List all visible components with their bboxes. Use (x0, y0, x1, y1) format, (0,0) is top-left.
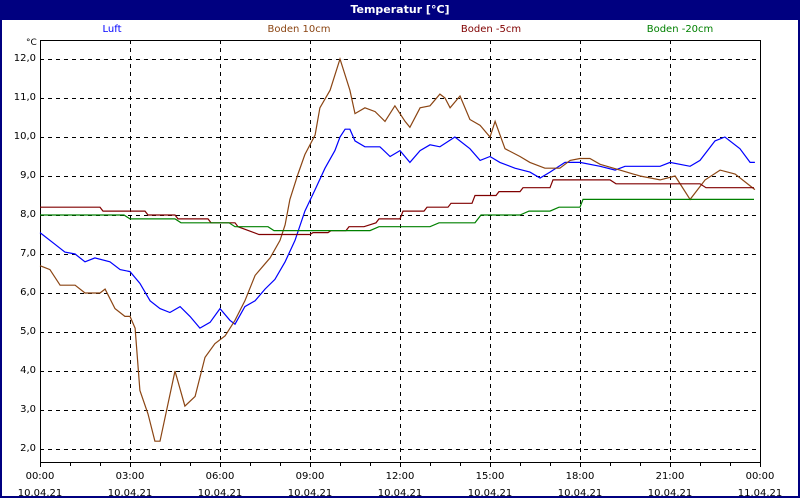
chart-title: Temperatur [°C] (0, 0, 800, 20)
legend-boden-5cm: Boden -5cm (460, 24, 522, 35)
y-tick-label: 7,0 (20, 248, 36, 259)
x-tick-label: 21:00 10.04.21 (647, 471, 693, 499)
y-tick-label: 9,0 (20, 170, 36, 181)
x-tick-label: 12:00 10.04.21 (377, 471, 423, 499)
legend-luft: Luft (102, 24, 122, 35)
y-axis-unit: °C (26, 38, 37, 48)
x-tick-label: 18:00 10.04.21 (557, 471, 603, 499)
series-line-boden--5cm (40, 179, 754, 236)
series-line-boden-10cm (39, 57, 756, 442)
y-tick-label: 12,0 (13, 53, 36, 64)
y-tick-label: 6,0 (20, 287, 36, 298)
x-tick-label: 06:00 10.04.21 (197, 471, 243, 499)
y-tick-label: 2,0 (20, 443, 36, 454)
x-tick-label: 09:00 10.04.21 (287, 471, 333, 499)
x-tick-label: 15:00 10.04.21 (467, 471, 513, 499)
x-tick-label: 00:00 11.04.21 (737, 471, 783, 499)
y-tick-label: 11,0 (13, 92, 36, 103)
x-tick-label: 03:00 10.04.21 (107, 471, 153, 499)
series-line-boden--20cm (40, 198, 754, 232)
y-tick-label: 10,0 (13, 131, 36, 142)
y-tick-label: 3,0 (20, 404, 36, 415)
plot-border (40, 40, 761, 463)
x-tick-label: 00:00 10.04.21 (17, 471, 63, 499)
y-tick-label: 5,0 (20, 326, 36, 337)
legend-boden-20cm: Boden -20cm (646, 24, 714, 35)
legend-boden-10cm: Boden 10cm (267, 24, 331, 35)
y-tick-label: 4,0 (20, 365, 36, 376)
series-line-luft (39, 128, 755, 329)
y-tick-label: 8,0 (20, 209, 36, 220)
